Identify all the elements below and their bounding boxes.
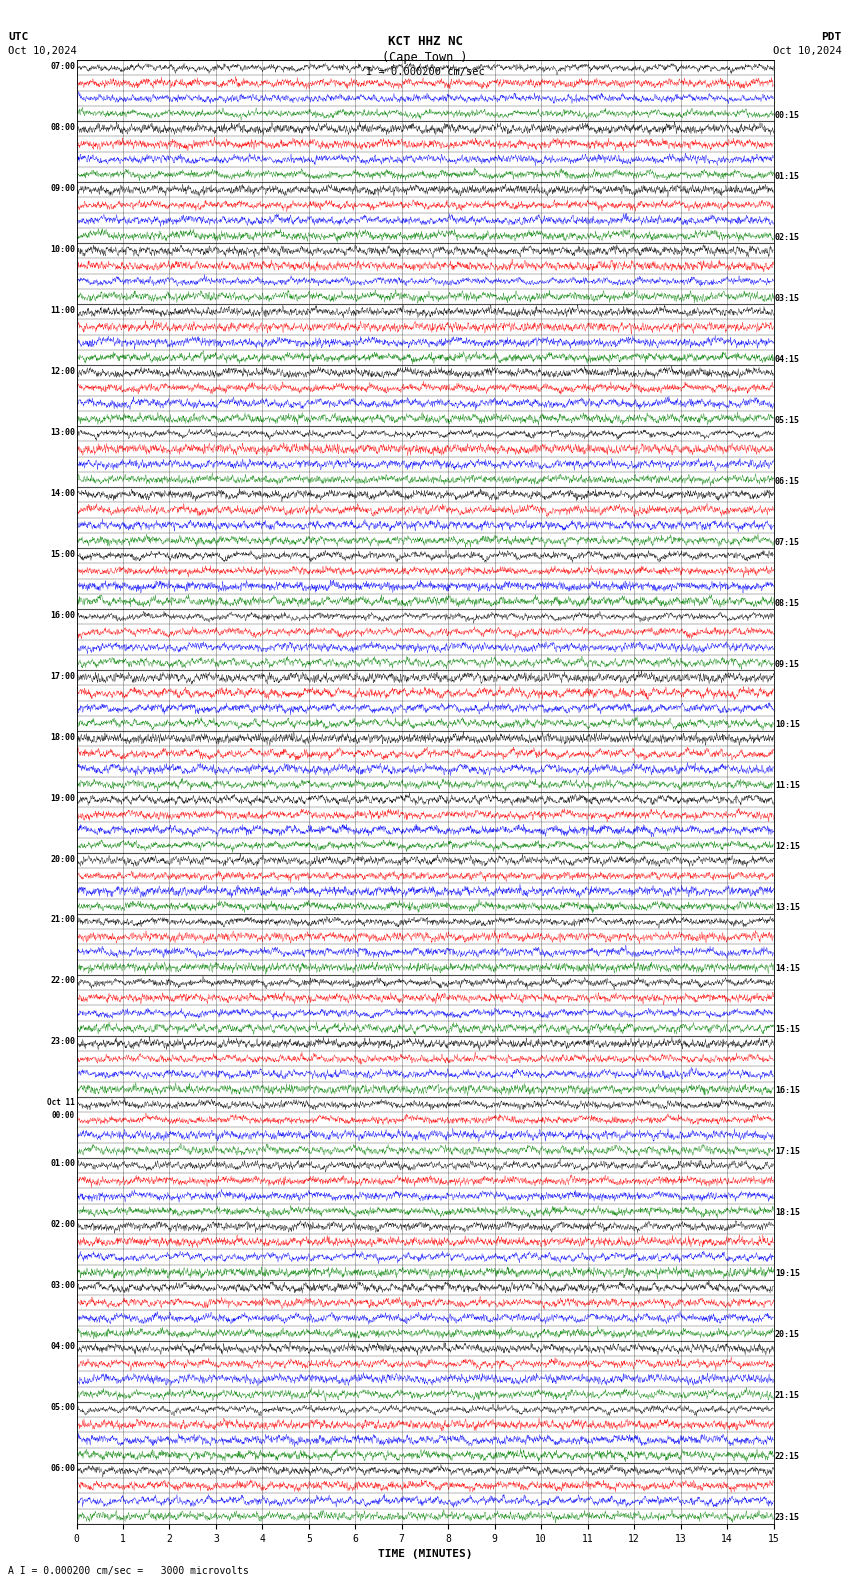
Text: 14:15: 14:15 (775, 965, 800, 974)
Text: PDT: PDT (821, 32, 842, 41)
Text: 15:00: 15:00 (50, 550, 75, 559)
Text: Oct 10,2024: Oct 10,2024 (8, 46, 77, 55)
Text: 03:00: 03:00 (50, 1281, 75, 1291)
Text: 12:15: 12:15 (775, 843, 800, 852)
Text: UTC: UTC (8, 32, 29, 41)
Text: 05:15: 05:15 (775, 415, 800, 425)
Text: (Cape Town ): (Cape Town ) (382, 51, 468, 63)
Text: 12:00: 12:00 (50, 366, 75, 375)
Text: 03:15: 03:15 (775, 293, 800, 303)
Text: 22:15: 22:15 (775, 1453, 800, 1462)
Text: 16:00: 16:00 (50, 610, 75, 619)
Text: 20:00: 20:00 (50, 854, 75, 863)
Text: 19:00: 19:00 (50, 794, 75, 803)
X-axis label: TIME (MINUTES): TIME (MINUTES) (377, 1549, 473, 1559)
Text: 18:00: 18:00 (50, 732, 75, 741)
Text: 23:00: 23:00 (50, 1038, 75, 1047)
Text: I = 0.000200 cm/sec: I = 0.000200 cm/sec (366, 67, 484, 76)
Text: 00:00: 00:00 (52, 1110, 75, 1120)
Text: KCT HHZ NC: KCT HHZ NC (388, 35, 462, 48)
Text: 05:00: 05:00 (50, 1403, 75, 1413)
Text: 10:00: 10:00 (50, 244, 75, 253)
Text: 00:15: 00:15 (775, 111, 800, 120)
Text: 07:15: 07:15 (775, 537, 800, 546)
Text: 23:15: 23:15 (775, 1513, 800, 1522)
Text: 10:15: 10:15 (775, 721, 800, 730)
Text: 13:15: 13:15 (775, 903, 800, 912)
Text: A I = 0.000200 cm/sec =   3000 microvolts: A I = 0.000200 cm/sec = 3000 microvolts (8, 1567, 249, 1576)
Text: 22:00: 22:00 (50, 976, 75, 985)
Text: 02:00: 02:00 (50, 1220, 75, 1229)
Text: 14:00: 14:00 (50, 488, 75, 497)
Text: 01:00: 01:00 (50, 1159, 75, 1169)
Text: 06:00: 06:00 (50, 1464, 75, 1473)
Text: Oct 11: Oct 11 (48, 1098, 75, 1107)
Text: 02:15: 02:15 (775, 233, 800, 242)
Text: 04:15: 04:15 (775, 355, 800, 364)
Text: 11:15: 11:15 (775, 781, 800, 790)
Text: 01:15: 01:15 (775, 171, 800, 181)
Text: 11:00: 11:00 (50, 306, 75, 315)
Text: 07:00: 07:00 (50, 62, 75, 71)
Text: Oct 10,2024: Oct 10,2024 (773, 46, 842, 55)
Text: 21:00: 21:00 (50, 916, 75, 925)
Text: 06:15: 06:15 (775, 477, 800, 486)
Text: 09:00: 09:00 (50, 184, 75, 193)
Text: 21:15: 21:15 (775, 1391, 800, 1400)
Text: 04:00: 04:00 (50, 1342, 75, 1351)
Text: 16:15: 16:15 (775, 1087, 800, 1096)
Text: 19:15: 19:15 (775, 1269, 800, 1278)
Text: 17:00: 17:00 (50, 672, 75, 681)
Text: 09:15: 09:15 (775, 659, 800, 668)
Text: 08:15: 08:15 (775, 599, 800, 608)
Text: 13:00: 13:00 (50, 428, 75, 437)
Text: 20:15: 20:15 (775, 1331, 800, 1340)
Text: 18:15: 18:15 (775, 1209, 800, 1218)
Text: 17:15: 17:15 (775, 1147, 800, 1156)
Text: 08:00: 08:00 (50, 122, 75, 131)
Text: 15:15: 15:15 (775, 1025, 800, 1034)
